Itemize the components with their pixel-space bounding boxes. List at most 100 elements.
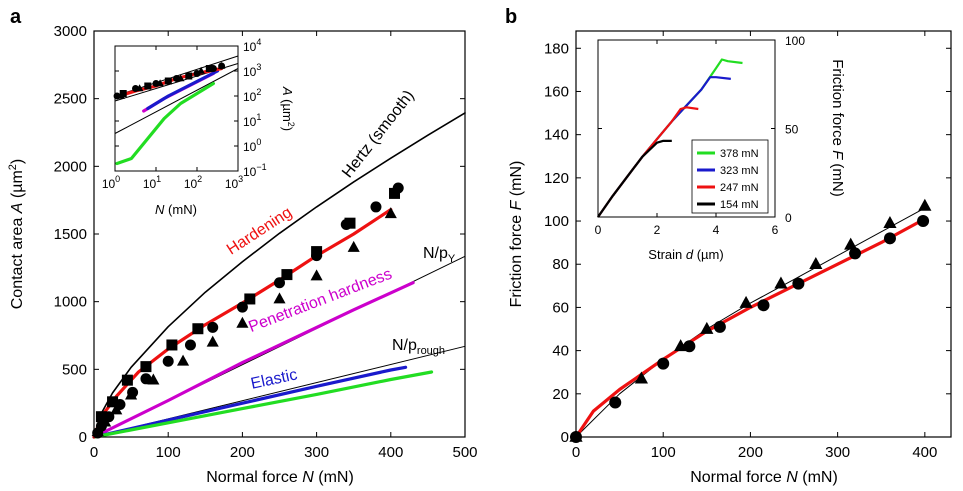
x-tick-label: 0: [90, 444, 98, 461]
inset-x-tick-label: 102: [184, 174, 202, 191]
b-circle-marker: [657, 357, 670, 370]
inset-a-triangle-marker: [197, 66, 205, 74]
a-triangle-marker: [91, 424, 104, 436]
y-tick-label: 1500: [54, 226, 87, 243]
a-triangle-marker: [310, 269, 323, 281]
y-tick-label: 2000: [54, 158, 87, 175]
a-circle-marker: [370, 201, 382, 213]
a-square-marker: [389, 187, 401, 199]
inset-x-tick-label: 2: [654, 223, 661, 237]
y-tick-label: 20: [552, 386, 569, 403]
y-tick-label: 60: [552, 299, 569, 316]
y-tick-label: 0: [79, 429, 87, 446]
x-tick-label: 100: [651, 444, 676, 461]
panel-b: b 0 100 200 300 400020406080100120140160180 …: [505, 6, 952, 486]
annotation-hardening: Hardening: [224, 204, 295, 258]
inset-x-tick-label: 6: [772, 223, 779, 237]
b-triangle-marker: [700, 321, 714, 334]
a-square-marker: [244, 293, 256, 305]
b-circle-marker: [849, 247, 862, 260]
y-tick-label: 0: [561, 429, 569, 446]
b-circle-marker: [683, 340, 696, 353]
a-triangle-marker: [273, 292, 286, 304]
a-triangle-marker: [206, 335, 219, 347]
b-triangle-marker: [918, 198, 932, 211]
inset-x-tick-label: 100: [102, 174, 120, 191]
panel-a-label: a: [10, 6, 22, 28]
x-tick-label: 200: [230, 444, 255, 461]
inset-a-square-marker: [185, 72, 193, 80]
x-tick-label: 300: [304, 444, 329, 461]
panel-b-label: b: [505, 6, 517, 28]
inset-a-square-marker: [119, 90, 127, 97]
a-square-marker: [107, 396, 119, 408]
inset-a-series-line: [115, 81, 215, 166]
inset-a-triangle-marker: [156, 79, 164, 87]
inset-a-triangle-marker: [117, 91, 125, 99]
y-tick-label: 180: [544, 40, 569, 57]
y-tick-label: 140: [544, 127, 569, 144]
inset-y-tick-label: 104: [243, 37, 261, 54]
a-triangle-marker: [110, 403, 123, 415]
panel-a-ylabel: Contact area A (µm2): [7, 159, 26, 310]
inset-x-tick-label: 4: [713, 223, 720, 237]
a-series-line: [92, 281, 415, 439]
a-circle-marker: [207, 321, 219, 333]
panel-b-frame: [575, 30, 952, 438]
legend-label: 323 mN: [720, 165, 759, 177]
inset-b-frame: [597, 39, 776, 218]
panel-b-ylabel: Friction force F (mN): [508, 161, 525, 308]
a-square-marker: [281, 269, 293, 281]
a-triangle-marker: [147, 373, 160, 385]
inset-a-series-line: [114, 68, 239, 134]
panel-a-frame: [93, 30, 466, 438]
inset-a-series: [113, 55, 239, 166]
inset-b-legend: 378 mN 323 mN 247 mN 154 mN: [691, 139, 769, 214]
inset-y-tick-label: 102: [243, 87, 261, 104]
x-tick-label: 200: [738, 444, 763, 461]
a-series-line: [92, 365, 408, 439]
a-square-marker: [166, 339, 178, 351]
a-circle-marker: [162, 355, 174, 367]
inset-y-tick-label: 50: [785, 123, 799, 137]
a-square-marker: [95, 411, 107, 423]
b-circle-marker: [757, 299, 770, 312]
inset-x-tick-label: 103: [225, 174, 243, 191]
inset-a-square-marker: [144, 82, 152, 90]
b-triangle-marker: [674, 339, 688, 352]
panel-b-xlabel: Normal force N (mN): [690, 469, 838, 486]
a-square-marker: [140, 361, 152, 373]
annotation-hertz: Hertz (smooth): [339, 87, 418, 181]
b-triangle-marker: [634, 371, 649, 384]
b-triangle-marker: [883, 216, 897, 229]
b-circle-marker: [792, 277, 805, 290]
legend-label: 154 mN: [720, 199, 759, 211]
inset-a-xlabel: N (mN): [155, 202, 197, 217]
y-tick-label: 1000: [54, 294, 87, 311]
y-tick-label: 500: [62, 361, 87, 378]
b-circle-marker: [917, 215, 930, 228]
a-circle-marker: [184, 339, 196, 351]
y-tick-label: 100: [544, 213, 569, 230]
x-tick-label: 300: [825, 444, 850, 461]
inset-x-tick-label: 101: [143, 174, 161, 191]
x-tick-label: 100: [156, 444, 181, 461]
x-tick-label: 0: [572, 444, 580, 461]
x-tick-label: 400: [378, 444, 403, 461]
panel-a-xlabel: Normal force N (mN): [206, 469, 354, 486]
panel-a: a 0 100 200 300 400 500 0 500 1000 1500 2000 2500 30…: [7, 6, 478, 486]
legend-label: 247 mN: [720, 182, 759, 194]
inset-b-xlabel: Strain d (µm): [648, 247, 723, 262]
b-triangle-marker: [809, 257, 823, 270]
inset-a-triangle-marker: [135, 84, 144, 92]
inset-x-tick-label: 0: [595, 223, 602, 237]
inset-b-series: [597, 58, 743, 218]
a-circle-marker: [140, 373, 152, 385]
a-series-line: [93, 112, 466, 438]
x-tick-label: 500: [452, 444, 477, 461]
inset-a-triangle-marker: [176, 74, 185, 82]
inset-a-triangle-marker: [217, 61, 226, 69]
